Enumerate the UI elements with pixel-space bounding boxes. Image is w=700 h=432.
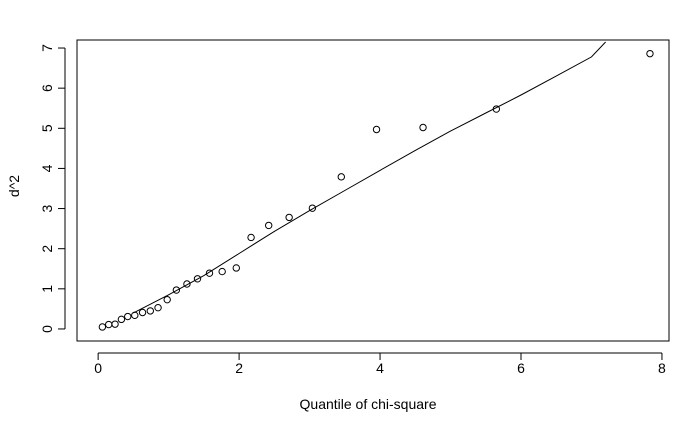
data-point: [285, 213, 293, 222]
x-tick-label: 6: [517, 360, 525, 376]
x-tick-label: 0: [94, 360, 102, 376]
data-point: [154, 303, 162, 312]
data-point: [105, 320, 113, 329]
data-point: [492, 105, 501, 113]
plot-frame: [76, 39, 670, 342]
x-tick-label: 2: [235, 360, 243, 376]
x-axis: 0 2 4 6 8: [94, 352, 666, 376]
data-point: [247, 233, 255, 242]
y-tick-label: 4: [39, 164, 55, 172]
data-point: [232, 264, 240, 272]
data-points: [98, 49, 654, 331]
data-point: [146, 307, 154, 315]
x-tick-label: 4: [376, 360, 384, 376]
data-point: [163, 295, 171, 304]
y-tick-label: 2: [39, 245, 55, 253]
y-tick-label: 5: [39, 124, 55, 132]
data-point: [419, 123, 427, 132]
y-tick-label: 7: [39, 44, 55, 52]
data-point: [372, 125, 381, 134]
data-point: [98, 323, 107, 331]
data-point: [172, 286, 181, 294]
data-point: [124, 312, 132, 321]
data-point: [117, 315, 126, 324]
x-tick-label: 8: [658, 360, 666, 376]
y-axis-title: d^2: [6, 175, 22, 197]
data-point: [218, 267, 226, 276]
data-point: [183, 280, 191, 288]
data-point: [138, 308, 147, 317]
data-point: [264, 221, 273, 230]
x-axis-title: Quantile of chi-square: [300, 396, 437, 412]
y-tick-label: 3: [39, 204, 55, 212]
reference-line: [133, 41, 606, 314]
data-point: [337, 173, 345, 181]
y-tick-label: 1: [39, 285, 55, 293]
data-point: [111, 320, 119, 328]
data-point: [205, 269, 214, 277]
data-point: [646, 49, 654, 58]
y-axis: 0 1 2 3 4 5 6 7: [39, 44, 66, 333]
data-point: [131, 311, 139, 320]
data-point: [308, 204, 317, 212]
y-tick-label: 6: [39, 84, 55, 92]
data-point: [193, 275, 202, 283]
y-tick-label: 0: [39, 325, 55, 333]
